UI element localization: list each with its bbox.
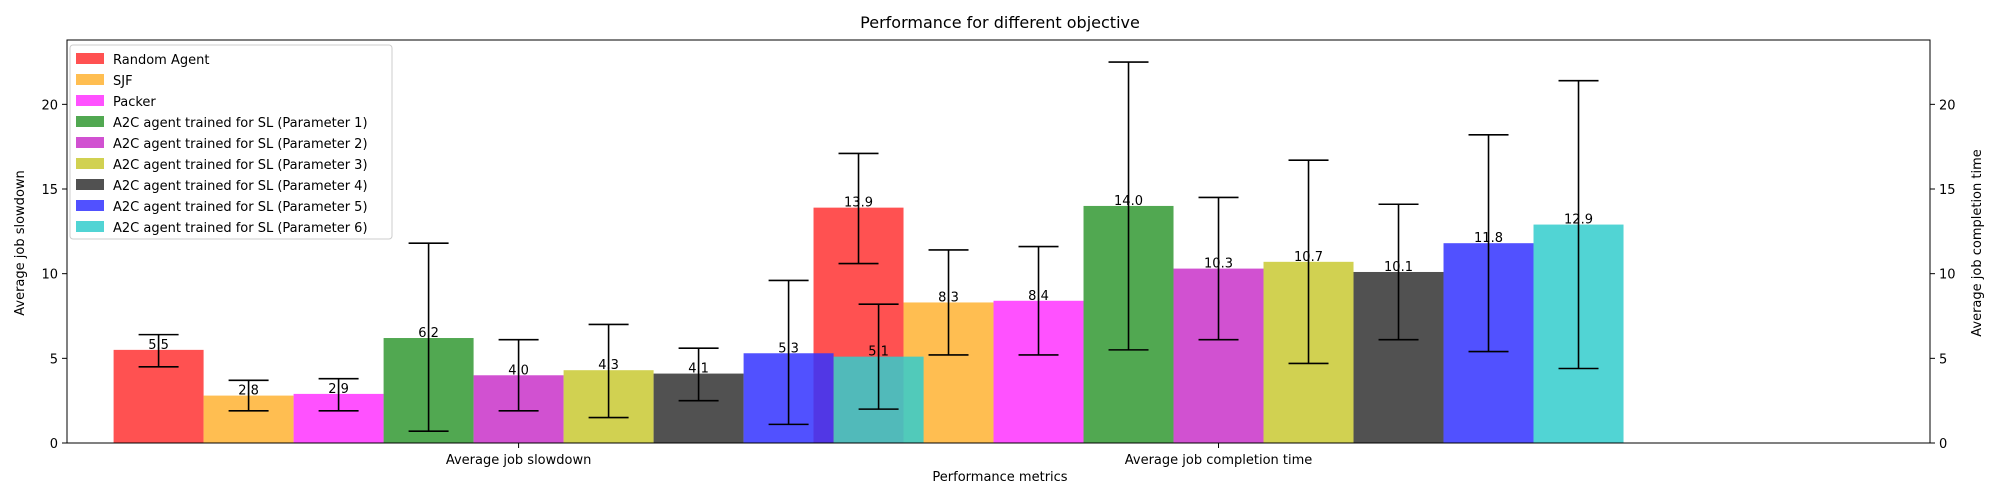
data-label-7-1: 11.8: [1474, 231, 1503, 246]
x-tick-label-0: Average job slowdown: [446, 453, 592, 468]
legend-label-0: Random Agent: [113, 53, 209, 68]
y-tick-label-right-2: 10: [1939, 268, 1956, 283]
data-label-2-0: 2.9: [328, 382, 349, 397]
legend-label-7: A2C agent trained for SL (Parameter 5): [113, 200, 368, 215]
data-label-4-1: 10.3: [1204, 257, 1233, 272]
legend-label-6: A2C agent trained for SL (Parameter 4): [113, 179, 368, 194]
data-label-3-0: 6.2: [418, 326, 439, 341]
y-tick-label-left-0: 0: [50, 437, 58, 452]
legend-swatch-8: [76, 221, 104, 232]
legend-swatch-2: [76, 95, 104, 106]
legend-label-2: Packer: [113, 95, 156, 110]
y-tick-label-right-3: 15: [1939, 183, 1956, 198]
data-label-3-1: 14.0: [1114, 194, 1143, 209]
data-label-2-1: 8.4: [1028, 289, 1049, 304]
y-tick-label-right-4: 20: [1939, 98, 1956, 113]
legend-label-1: SJF: [113, 74, 133, 89]
data-label-5-1: 10.7: [1294, 250, 1323, 265]
y-axis-title-left: Average job slowdown: [13, 170, 28, 316]
data-label-4-0: 4.0: [508, 363, 529, 378]
chart-title: Performance for different objective: [860, 13, 1140, 32]
data-label-6-0: 4.1: [688, 362, 709, 377]
data-label-0-0: 5.5: [148, 338, 169, 353]
error-bars-layer: [138, 61, 1599, 432]
legend-swatch-5: [76, 158, 104, 169]
legend-swatch-7: [76, 200, 104, 211]
y-tick-label-right-1: 5: [1939, 352, 1947, 367]
x-tick-label-1: Average job completion time: [1125, 453, 1313, 468]
data-label-5-0: 4.3: [598, 358, 619, 373]
y-tick-label-left-1: 5: [50, 352, 58, 367]
data-label-1-1: 8.3: [938, 290, 959, 305]
legend-label-5: A2C agent trained for SL (Parameter 3): [113, 158, 368, 173]
y-tick-label-left-2: 10: [41, 268, 58, 283]
data-labels-layer: 5.5 13.9 2.8 8.3 2.9 8.4 6.2 14.0 4.0 10.3 4.3 10.7…: [148, 194, 1593, 399]
y-tick-label-left-3: 15: [41, 183, 58, 198]
legend-box: [69, 44, 393, 240]
data-label-7-0: 5.3: [778, 341, 799, 356]
plot-frame: [66, 39, 1931, 444]
legend-swatch-6: [76, 179, 104, 190]
axes-layer: 0 0 5 5 10 10 15 15 20 20 Average job slowdown Aver…: [41, 39, 1956, 468]
data-label-1-0: 2.8: [238, 384, 259, 399]
bars-layer: [113, 205, 1624, 443]
legend-label-3: A2C agent trained for SL (Parameter 1): [113, 116, 368, 131]
data-label-8-0: 5.1: [868, 345, 889, 360]
legend-swatch-0: [76, 53, 104, 64]
legend-label-8: A2C agent trained for SL (Parameter 6): [113, 221, 368, 236]
legend-swatch-1: [76, 74, 104, 85]
y-tick-label-left-4: 20: [41, 98, 58, 113]
data-label-8-1: 12.9: [1564, 213, 1593, 228]
y-axis-title-right: Average job completion time: [1970, 149, 1985, 337]
legend: Random Agent SJF Packer A2C agent trained f…: [69, 44, 393, 240]
legend-swatch-4: [76, 137, 104, 148]
legend-label-4: A2C agent trained for SL (Parameter 2): [113, 137, 368, 152]
x-axis-title: Performance metrics: [932, 470, 1067, 485]
y-tick-label-right-0: 0: [1939, 437, 1947, 452]
data-label-0-1: 13.9: [844, 196, 873, 211]
data-label-6-1: 10.1: [1384, 260, 1413, 275]
legend-swatch-3: [76, 116, 104, 127]
